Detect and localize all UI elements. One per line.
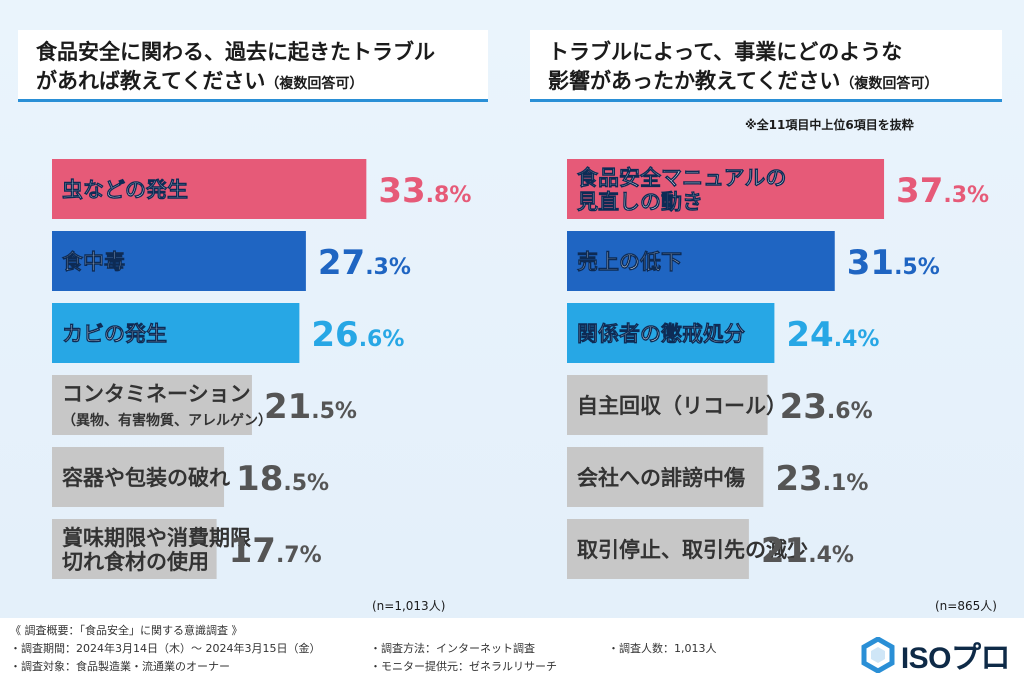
value-label-right-4: 23.6% (780, 387, 873, 427)
right-title-line1: トラブルによって、事業にどのような (548, 40, 903, 64)
value-label-left-1: 33.8% (378, 171, 471, 211)
bar-left-3 (52, 303, 300, 363)
left-title-line1: 食品安全に関わる、過去に起きたトラブル (36, 40, 435, 64)
bar-right-3 (567, 303, 775, 363)
category-label-right-4: 自主回収（リコール） (577, 394, 787, 418)
value-label-left-5: 18.5% (236, 459, 329, 499)
bar-charts: 虫などの発生 33.8% 食中毒 27.3% カビの発生 26.6% コンタミネーション （異… (52, 159, 989, 579)
value-label-right-5: 23.1% (775, 459, 868, 499)
value-label-right-6: 21.4% (761, 531, 854, 571)
bar-left-6 (52, 519, 217, 579)
value-label-left-6: 17.7% (229, 531, 322, 571)
value-label-right-2: 31.5% (847, 243, 940, 283)
category-label-left-2: 食中毒 (62, 250, 125, 274)
logo-text: ISOプロ (900, 642, 1011, 675)
left-title-suffix: （複数回答可） (265, 76, 364, 92)
bar-left-5 (52, 447, 225, 507)
left-chart-title: 食品安全に関わる、過去に起きたトラブル があれば教えてください（複数回答可） (18, 30, 488, 102)
category-label-right-2: 売上の低下 (577, 250, 682, 274)
bar-right-5 (567, 447, 764, 507)
category-label-left-3: カビの発生 (62, 322, 167, 346)
value-label-left-4: 21.5% (264, 387, 357, 427)
category-label-right-6: 取引停止、取引先の減少 (577, 538, 808, 562)
right-chart-note: ※全11項目中上位6項目を抜粋 (745, 118, 914, 132)
value-label-left-2: 27.3% (318, 243, 411, 283)
category-label-right-1: 食品安全マニュアルの (577, 166, 786, 190)
value-label-right-1: 37.3% (896, 171, 989, 211)
footer: 《 調査概要：「食品安全」に関する意識調査 》 ・調査期間：2024年3月14日… (0, 618, 1024, 683)
right-chart-title: トラブルによって、事業にどのような 影響があったか教えてください（複数回答可） (530, 30, 1002, 102)
bar-right-4 (567, 375, 768, 435)
footer-survey-overview: 《 調査概要：「食品安全」に関する意識調査 》 (10, 624, 243, 637)
value-label-left-3: 26.6% (311, 315, 404, 355)
category-label-right-1: 見直しの動き (577, 190, 703, 214)
footer-period: ・調査期間：2024年3月14日（木）～ 2024年3月15日（金） (10, 642, 321, 655)
right-title-line2: 影響があったか教えてください (548, 69, 841, 93)
footer-count: ・調査人数：1,013人 (608, 642, 717, 655)
left-sample-size: (n=1,013人) (372, 599, 446, 613)
footer-provider: ・モニター提供元：ゼネラルリサーチ (370, 660, 557, 673)
category-label-right-5: 会社への誹謗中傷 (577, 466, 745, 490)
bar-right-6 (567, 519, 749, 579)
right-title-suffix: （複数回答可） (840, 76, 939, 92)
category-label-left-1: 虫などの発生 (62, 178, 188, 202)
hexagon-logo-icon (861, 637, 895, 673)
right-sample-size: (n=865人) (935, 599, 997, 613)
footer-method: ・調査方法：インターネット調査 (370, 642, 535, 655)
left-title-line2: があれば教えてください (36, 69, 266, 93)
category-label-left-6: 賞味期限や消費期限 (62, 526, 251, 550)
category-label-left-5: 容器や包装の破れ (62, 466, 230, 490)
category-label-left-6: 切れ食材の使用 (62, 550, 209, 574)
bar-left-4 (52, 375, 252, 435)
isopro-logo: ISOプロ (861, 633, 1011, 677)
bar-right-2 (567, 231, 835, 291)
bar-left-1 (52, 159, 367, 219)
value-label-right-3: 24.4% (786, 315, 879, 355)
category-label-left-4: コンタミネーション (62, 382, 251, 406)
bar-right-1 (567, 159, 885, 219)
category-label-right-3: 関係者の懲戒処分 (577, 322, 745, 346)
footer-target: ・調査対象：食品製造業・流通業のオーナー (10, 660, 230, 673)
bar-left-2 (52, 231, 306, 291)
category-label-left-4: （異物、有害物質、アレルゲン） (62, 412, 272, 429)
